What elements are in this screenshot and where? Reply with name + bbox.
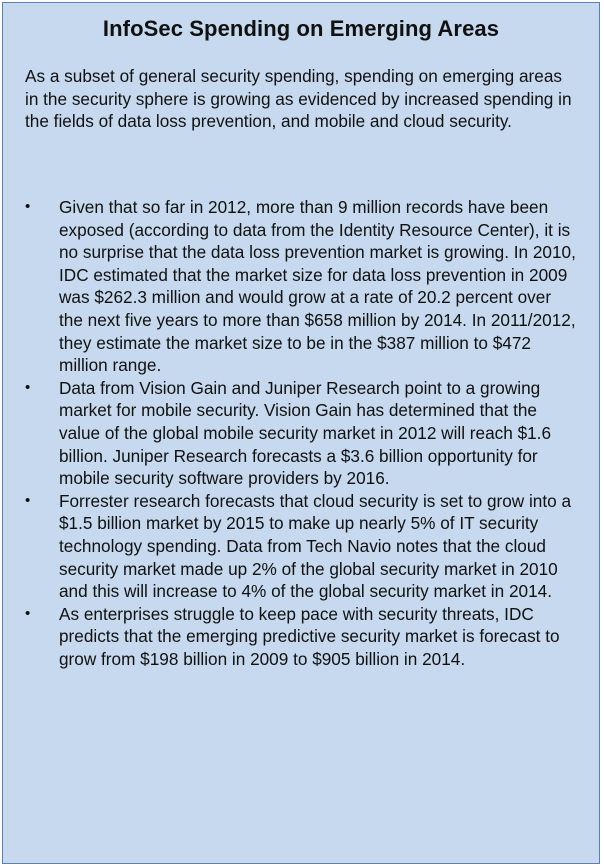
bullet-text: Given that so far in 2012, more than 9 m… [59, 197, 576, 376]
bullet-icon: • [25, 198, 31, 215]
list-item: • Data from Vision Gain and Juniper Rese… [3, 377, 599, 490]
bullet-text: As enterprises struggle to keep pace wit… [59, 603, 560, 669]
list-item: • Forrester research forecasts that clou… [3, 490, 599, 603]
list-item: • Given that so far in 2012, more than 9… [3, 196, 599, 377]
bullet-text: Data from Vision Gain and Juniper Resear… [59, 377, 552, 489]
intro-paragraph: As a subset of general security spending… [25, 66, 572, 132]
bullet-list: • Given that so far in 2012, more than 9… [3, 196, 599, 670]
panel-title: InfoSec Spending on Emerging Areas [102, 16, 500, 41]
bullet-icon: • [25, 604, 31, 622]
list-item: • As enterprises struggle to keep pace w… [3, 603, 599, 671]
bullet-text: Forrester research forecasts that cloud … [59, 490, 572, 602]
bullet-icon: • [25, 491, 31, 509]
bullet-icon: • [25, 378, 31, 396]
